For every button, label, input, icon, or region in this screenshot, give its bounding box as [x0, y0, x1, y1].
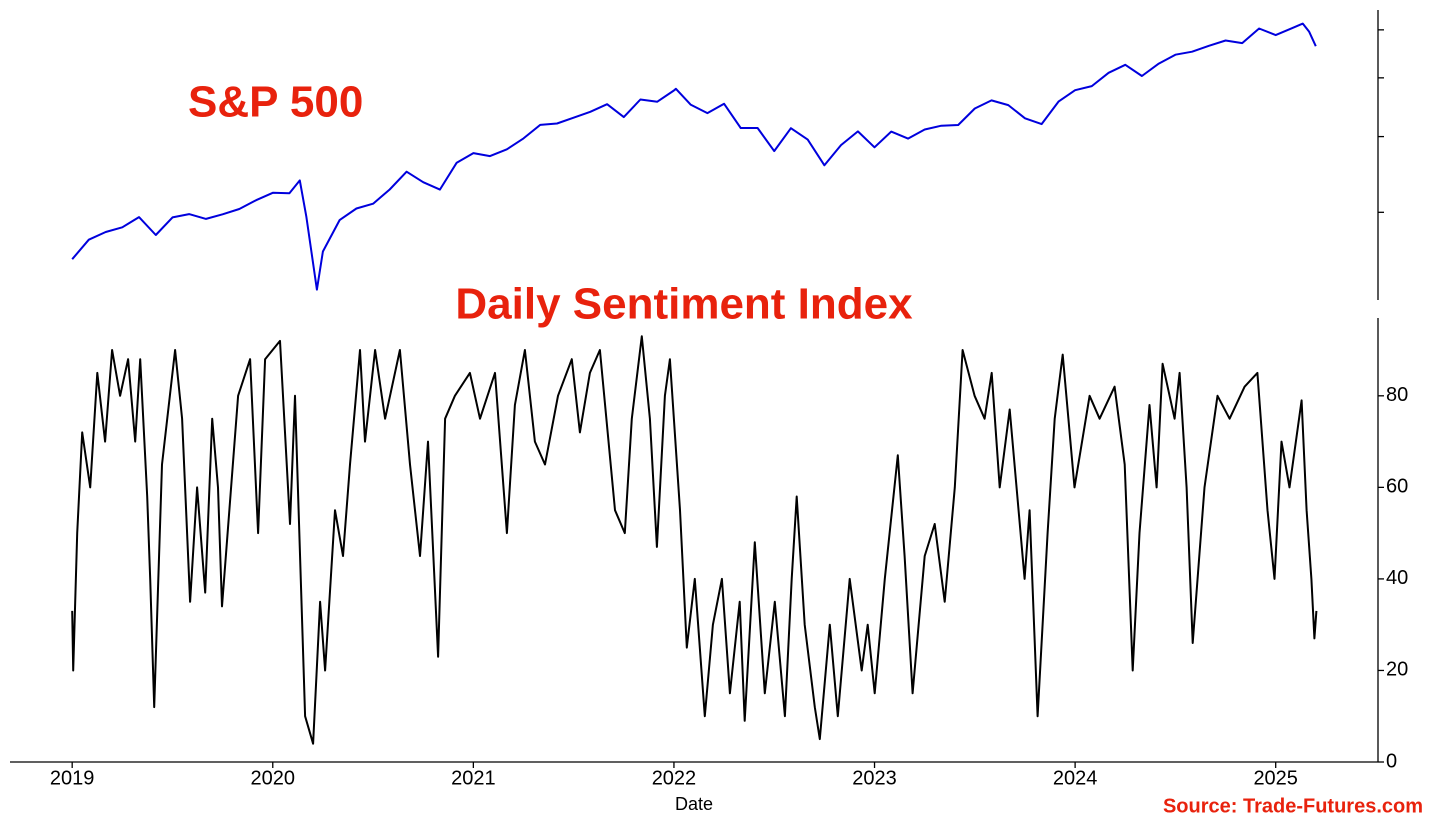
y-tick-label: 0 — [1386, 750, 1397, 772]
dsi-title: Daily Sentiment Index — [455, 280, 913, 329]
x-tick-label: 2023 — [852, 767, 897, 789]
x-tick-label: 2022 — [652, 767, 697, 789]
y-tick-label: 60 — [1386, 476, 1408, 498]
x-tick-label: 2021 — [451, 767, 496, 789]
source-note: Source: Trade-Futures.com — [1163, 795, 1423, 817]
x-tick-label: 2024 — [1053, 767, 1098, 789]
y-tick-label: 20 — [1386, 659, 1408, 681]
line-series — [71, 335, 1318, 745]
sp500-title: S&P 500 — [188, 78, 363, 127]
x-axis-label: Date — [675, 794, 713, 814]
y-tick-label: 40 — [1386, 567, 1408, 589]
x-tick-label: 2020 — [251, 767, 296, 789]
y-tick-label: 80 — [1386, 384, 1408, 406]
x-tick-label: 2019 — [50, 767, 95, 789]
x-tick-label: 2025 — [1253, 767, 1298, 789]
line-series — [71, 22, 1317, 291]
